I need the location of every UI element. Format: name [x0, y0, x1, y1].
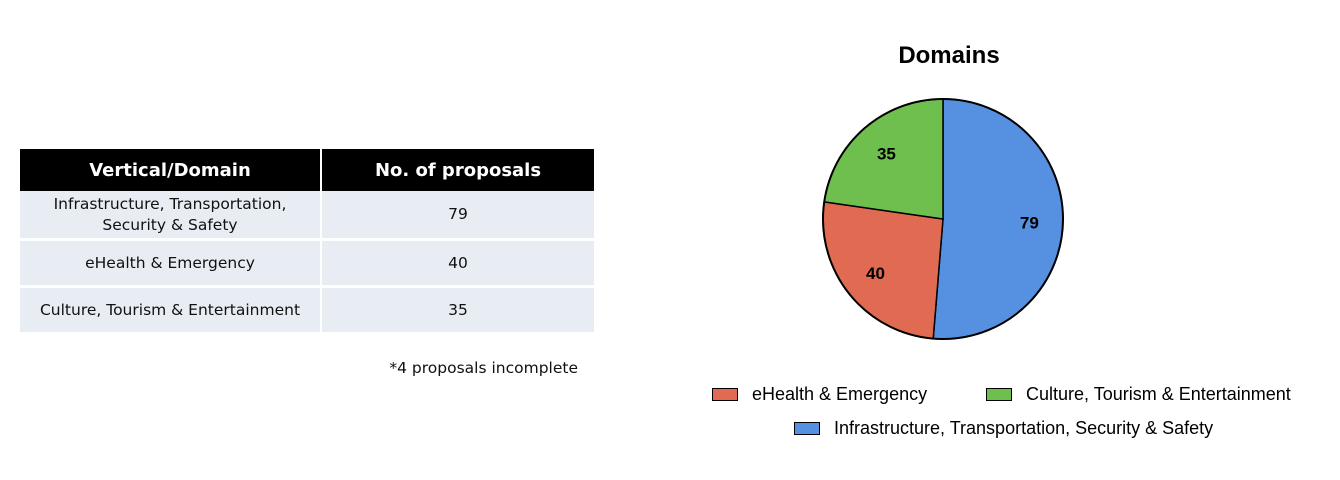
legend-item: Culture, Tourism & Entertainment	[986, 384, 1291, 405]
chart-title: Domains	[898, 42, 1000, 69]
proposals-table: Vertical/Domain No. of proposals Infrast…	[20, 149, 594, 335]
legend-label: eHealth & Emergency	[752, 384, 928, 404]
pie-slice	[932, 98, 1064, 340]
header-count: No. of proposals	[321, 149, 594, 191]
pie-labels: 79 40 35	[866, 145, 1039, 283]
cell-count: 40	[321, 239, 594, 288]
cell-domain: Culture, Tourism & Entertainment	[20, 286, 322, 335]
cell-domain: eHealth & Emergency	[20, 239, 322, 288]
slice-value-label: 79	[1020, 214, 1039, 233]
slice-value-label: 35	[877, 145, 896, 164]
legend-label: Culture, Tourism & Entertainment	[1026, 384, 1291, 404]
slice-value-label: 40	[866, 264, 885, 283]
table-row: eHealth & Emergency 40	[20, 239, 594, 288]
legend-item: Infrastructure, Transportation, Security…	[794, 418, 1213, 439]
legend-swatch	[712, 388, 738, 401]
legend-label: Infrastructure, Transportation, Security…	[834, 418, 1214, 438]
table-header-row: Vertical/Domain No. of proposals	[20, 149, 594, 191]
cell-count: 79	[321, 191, 594, 241]
pie-slices	[822, 98, 1064, 340]
cell-count: 35	[321, 286, 594, 335]
legend-swatch	[986, 388, 1012, 401]
table-row: Infrastructure, Transportation, Security…	[20, 191, 594, 241]
legend-item: eHealth & Emergency	[712, 384, 927, 405]
cell-domain: Infrastructure, Transportation, Security…	[20, 191, 322, 241]
legend-swatch	[794, 422, 820, 435]
table-row: Culture, Tourism & Entertainment 35	[20, 286, 594, 335]
header-domain: Vertical/Domain	[20, 149, 322, 191]
footnote: *4 proposals incomplete	[389, 359, 578, 377]
pie-outline	[822, 98, 1064, 340]
domain-line: Security & Safety	[102, 215, 238, 234]
domain-line: Infrastructure, Transportation,	[53, 194, 287, 213]
